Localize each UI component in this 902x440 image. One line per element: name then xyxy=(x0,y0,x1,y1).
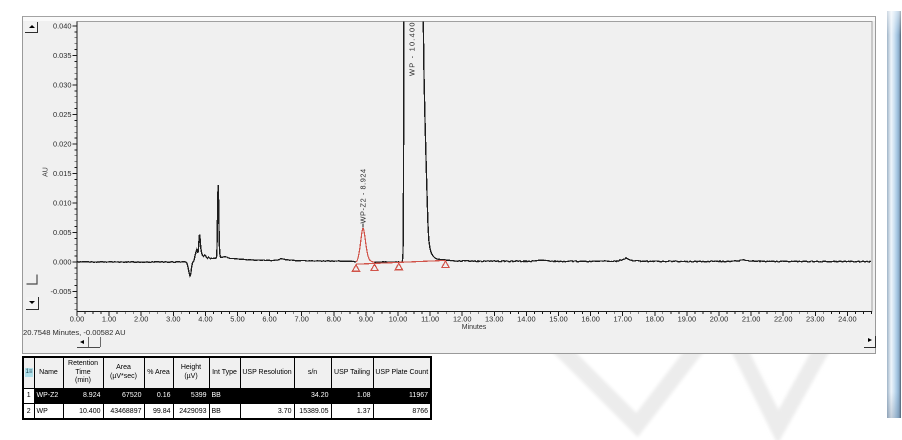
svg-text:10.00: 10.00 xyxy=(389,315,408,324)
svg-text:17.00: 17.00 xyxy=(613,315,632,324)
svg-text:12.00: 12.00 xyxy=(453,315,472,324)
svg-text:WP - 10.400: WP - 10.400 xyxy=(408,21,417,76)
svg-text:0.00: 0.00 xyxy=(70,315,84,324)
svg-text:2.00: 2.00 xyxy=(134,315,148,324)
svg-text:8.00: 8.00 xyxy=(327,315,341,324)
svg-text:5.00: 5.00 xyxy=(230,315,244,324)
svg-text:21.00: 21.00 xyxy=(742,315,761,324)
svg-text:4.00: 4.00 xyxy=(198,315,212,324)
svg-text:6.00: 6.00 xyxy=(262,315,276,324)
svg-text:AU: AU xyxy=(43,167,50,177)
svg-text:22.00: 22.00 xyxy=(774,315,793,324)
svg-text:0.010: 0.010 xyxy=(53,198,72,207)
svg-text:0.020: 0.020 xyxy=(53,139,72,148)
svg-text:WP-Z2 - 8.924: WP-Z2 - 8.924 xyxy=(359,168,368,223)
svg-text:9.00: 9.00 xyxy=(359,315,373,324)
svg-text:0.000: 0.000 xyxy=(53,257,72,266)
svg-text:Minutes: Minutes xyxy=(462,324,487,331)
svg-text:19.00: 19.00 xyxy=(678,315,697,324)
svg-text:15.00: 15.00 xyxy=(549,315,568,324)
svg-text:1.00: 1.00 xyxy=(102,315,116,324)
svg-text:13.00: 13.00 xyxy=(485,315,504,324)
svg-text:7.00: 7.00 xyxy=(295,315,309,324)
svg-text:11.00: 11.00 xyxy=(421,315,439,324)
svg-text:16.00: 16.00 xyxy=(581,315,600,324)
svg-text:0.015: 0.015 xyxy=(53,169,72,178)
svg-text:3.00: 3.00 xyxy=(166,315,180,324)
svg-text:20.00: 20.00 xyxy=(710,315,729,324)
svg-text:0.005: 0.005 xyxy=(53,228,72,237)
svg-text:0.025: 0.025 xyxy=(53,110,72,119)
svg-text:14.00: 14.00 xyxy=(517,315,536,324)
svg-text:0.030: 0.030 xyxy=(53,80,72,89)
svg-text:0.040: 0.040 xyxy=(53,21,72,30)
svg-text:18.00: 18.00 xyxy=(646,315,665,324)
svg-text:23.00: 23.00 xyxy=(806,315,825,324)
svg-text:24.00: 24.00 xyxy=(838,315,857,324)
svg-text:-0.005: -0.005 xyxy=(51,287,72,296)
svg-text:0.035: 0.035 xyxy=(53,51,72,60)
